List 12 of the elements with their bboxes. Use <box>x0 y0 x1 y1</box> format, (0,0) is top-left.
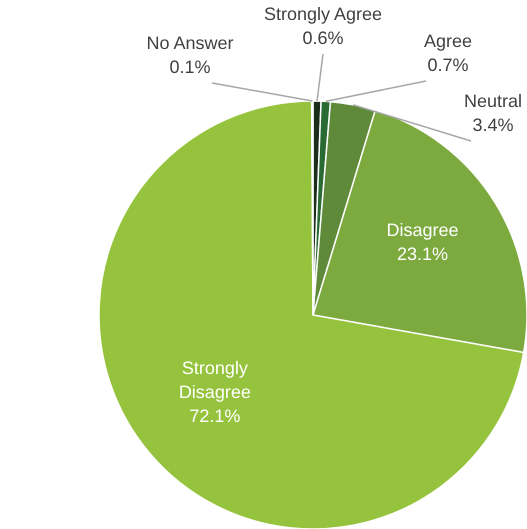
slice-label: Strongly Agree <box>264 4 382 24</box>
slice-label: Strongly Disagree <box>178 358 251 402</box>
slice-label: Disagree <box>386 220 458 240</box>
data-label: 23.1% <box>396 244 448 264</box>
data-label: 0.6% <box>302 28 344 48</box>
data-label: 72.1% <box>189 406 240 426</box>
data-label: 0.1% <box>169 57 211 77</box>
slice-label: No Answer <box>146 33 234 53</box>
data-label: 3.4% <box>472 115 514 135</box>
data-label: 0.7% <box>427 55 469 75</box>
slice-label: Neutral <box>464 91 522 111</box>
slice-label: Agree <box>424 31 472 51</box>
